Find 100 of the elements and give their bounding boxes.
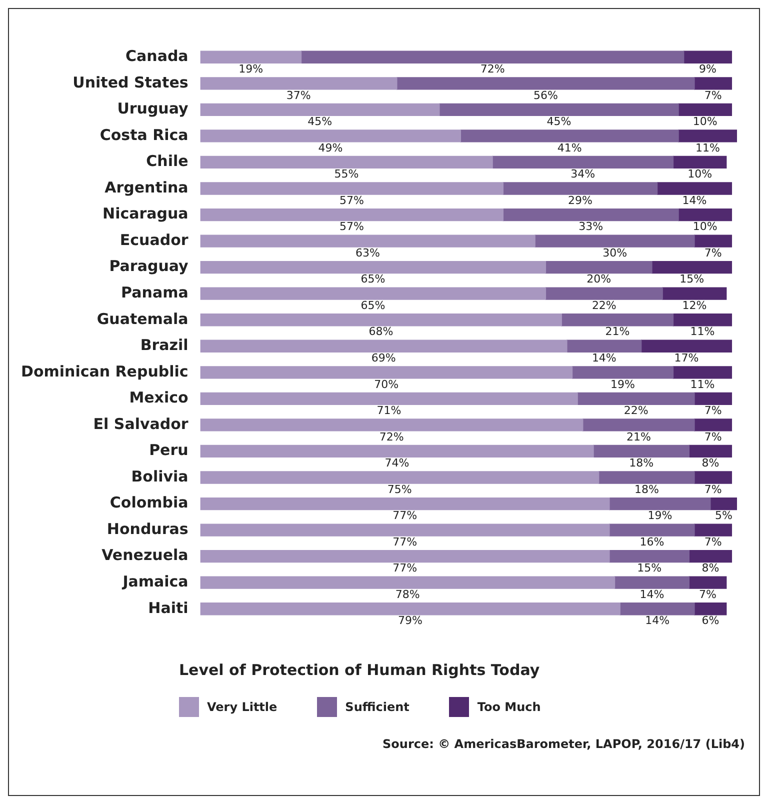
bar: [200, 156, 493, 169]
bar: [200, 182, 504, 195]
data-label: 9%: [699, 62, 716, 76]
data-label: 33%: [578, 220, 604, 234]
bar: [694, 392, 732, 406]
bar: [684, 50, 732, 64]
bar: [200, 287, 546, 300]
bar: [439, 103, 679, 116]
data-label: 70%: [374, 378, 399, 391]
bar: [460, 130, 679, 142]
bar: [200, 260, 546, 274]
y-tick-label: Honduras: [106, 520, 188, 538]
bar: [200, 392, 578, 406]
data-label: 69%: [371, 351, 396, 364]
bar: [620, 602, 695, 616]
data-label: 30%: [602, 246, 628, 260]
bar: [582, 418, 695, 432]
data-label: 7%: [704, 482, 722, 496]
data-label: 29%: [568, 194, 592, 207]
data-label: 22%: [592, 298, 616, 312]
data-label: 7%: [704, 430, 722, 444]
y-tick-label: Panama: [121, 283, 188, 302]
data-label: 74%: [384, 456, 410, 470]
bar: [572, 366, 674, 379]
y-tick-label: Chile: [146, 152, 188, 170]
bar: [396, 77, 695, 90]
data-label: 79%: [398, 614, 422, 628]
y-tick-label: Argentina: [104, 178, 188, 196]
data-label: 10%: [692, 220, 718, 234]
bar: [300, 50, 684, 64]
y-tick-label: Brazil: [140, 336, 188, 354]
bar: [200, 471, 600, 484]
bar: [678, 130, 737, 142]
bar: [200, 524, 610, 536]
y-tick-label: Haiti: [148, 598, 188, 617]
bar: [688, 550, 732, 563]
bar: [200, 550, 610, 563]
bar: [502, 208, 679, 222]
data-label: 7%: [704, 88, 722, 102]
bar: [200, 130, 462, 142]
bar: [502, 182, 658, 195]
data-label: 45%: [308, 115, 332, 128]
bar: [492, 156, 674, 169]
bar: [200, 418, 584, 432]
y-tick-label: Paraguay: [109, 257, 189, 276]
y-tick-label: Mexico: [129, 388, 188, 407]
bar: [694, 471, 732, 484]
y-tick-label: Canada: [126, 47, 188, 66]
bar: [614, 576, 690, 589]
data-label: 15%: [637, 562, 662, 575]
data-label: 11%: [696, 141, 720, 154]
data-label: 37%: [286, 88, 311, 102]
data-label: 77%: [392, 562, 418, 575]
bar: [566, 340, 642, 352]
data-label: 8%: [702, 456, 720, 470]
data-label: 19%: [610, 378, 635, 391]
data-label: 72%: [379, 430, 404, 444]
y-tick-label: Uruguay: [117, 100, 189, 118]
data-label: 71%: [376, 404, 402, 418]
data-label: 16%: [640, 535, 664, 548]
data-label: 57%: [340, 194, 364, 207]
data-label: 75%: [387, 482, 412, 496]
bar: [609, 550, 690, 563]
data-label: 21%: [605, 325, 630, 338]
data-label: 18%: [629, 456, 654, 470]
data-label: 21%: [626, 430, 651, 444]
bar: [200, 234, 536, 248]
bar: [672, 156, 727, 169]
data-label: 7%: [704, 246, 722, 260]
bar: [641, 340, 732, 352]
data-label: 19%: [238, 62, 264, 76]
y-tick-label: Venezuela: [102, 546, 188, 564]
bar: [200, 576, 616, 589]
bar: [534, 234, 695, 248]
bar: [545, 260, 652, 274]
data-label: 56%: [533, 88, 558, 102]
bar: [200, 314, 562, 326]
bar: [694, 602, 727, 616]
bar: [672, 366, 732, 379]
bar: [656, 182, 732, 195]
data-label: 22%: [624, 404, 648, 418]
bar: [710, 497, 737, 510]
data-label: 11%: [690, 378, 715, 391]
data-label: 77%: [392, 509, 418, 522]
source-note: Source: © AmericasBarometer, LAPOP, 2016/17 (Lib4): [382, 737, 746, 751]
y-tick-label: Guatemala: [96, 310, 188, 328]
data-label: 63%: [355, 246, 380, 260]
bar: [200, 50, 302, 64]
data-label: 20%: [586, 272, 612, 286]
data-label: 10%: [688, 168, 712, 181]
bar: [678, 208, 732, 222]
bar: [694, 524, 732, 536]
data-label: 18%: [634, 482, 659, 496]
data-label: 14%: [640, 588, 664, 601]
data-label: 12%: [682, 298, 707, 312]
bar: [577, 392, 695, 406]
data-label: 10%: [692, 115, 718, 128]
y-tick-label: Bolivia: [131, 467, 188, 486]
data-label: 14%: [592, 351, 616, 364]
data-label: 14%: [682, 194, 707, 207]
